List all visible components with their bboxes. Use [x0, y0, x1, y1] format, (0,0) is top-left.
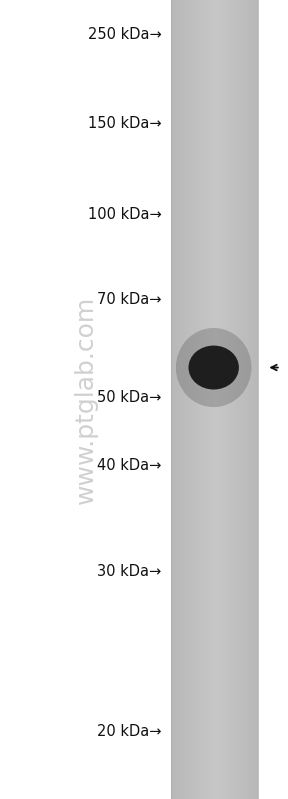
Bar — [196, 0, 197, 799]
Bar — [243, 0, 245, 799]
Bar — [193, 0, 194, 799]
Bar — [216, 0, 217, 799]
Bar — [173, 0, 174, 799]
Bar — [251, 0, 252, 799]
Text: 40 kDa→: 40 kDa→ — [97, 458, 161, 472]
Bar — [220, 0, 222, 799]
Bar — [192, 0, 193, 799]
Bar — [202, 0, 203, 799]
Text: 30 kDa→: 30 kDa→ — [97, 564, 161, 578]
Bar — [217, 0, 219, 799]
Text: 20 kDa→: 20 kDa→ — [97, 724, 161, 738]
Bar — [207, 0, 209, 799]
Bar — [233, 0, 235, 799]
Bar — [230, 0, 232, 799]
Bar — [171, 0, 173, 799]
Text: 250 kDa→: 250 kDa→ — [88, 27, 161, 42]
Bar — [209, 0, 210, 799]
Bar — [226, 0, 228, 799]
Bar — [174, 0, 176, 799]
Bar — [246, 0, 248, 799]
Bar — [177, 0, 179, 799]
Text: 100 kDa→: 100 kDa→ — [88, 207, 161, 221]
Bar — [215, 0, 216, 799]
Bar — [180, 0, 181, 799]
Ellipse shape — [176, 328, 251, 407]
Bar — [255, 0, 256, 799]
Bar — [239, 0, 240, 799]
Bar — [245, 0, 246, 799]
Bar — [232, 0, 233, 799]
Bar — [229, 0, 230, 799]
Bar — [183, 0, 184, 799]
Text: 70 kDa→: 70 kDa→ — [97, 292, 161, 307]
Bar — [189, 0, 190, 799]
Bar — [238, 0, 239, 799]
Bar — [225, 0, 226, 799]
Bar — [194, 0, 196, 799]
Bar — [190, 0, 192, 799]
Bar — [242, 0, 243, 799]
Bar — [253, 0, 255, 799]
Bar — [179, 0, 180, 799]
Bar — [204, 0, 206, 799]
Bar — [222, 0, 223, 799]
Bar — [236, 0, 238, 799]
Text: 50 kDa→: 50 kDa→ — [97, 390, 161, 404]
Bar — [212, 0, 213, 799]
Bar — [240, 0, 242, 799]
Bar — [219, 0, 220, 799]
Bar — [223, 0, 225, 799]
Bar — [228, 0, 229, 799]
Bar — [200, 0, 202, 799]
Bar — [210, 0, 212, 799]
Bar — [203, 0, 204, 799]
Text: www.ptglab.com: www.ptglab.com — [74, 296, 98, 503]
Bar — [184, 0, 186, 799]
Bar — [181, 0, 183, 799]
Bar — [206, 0, 207, 799]
Bar — [249, 0, 251, 799]
Bar — [213, 0, 215, 799]
Ellipse shape — [188, 345, 239, 390]
Bar — [256, 0, 258, 799]
Text: 150 kDa→: 150 kDa→ — [88, 117, 161, 131]
Bar — [176, 0, 177, 799]
Bar — [186, 0, 187, 799]
Bar — [197, 0, 199, 799]
Bar — [235, 0, 236, 799]
Bar — [187, 0, 189, 799]
Bar — [252, 0, 253, 799]
Bar — [199, 0, 200, 799]
Bar — [248, 0, 249, 799]
